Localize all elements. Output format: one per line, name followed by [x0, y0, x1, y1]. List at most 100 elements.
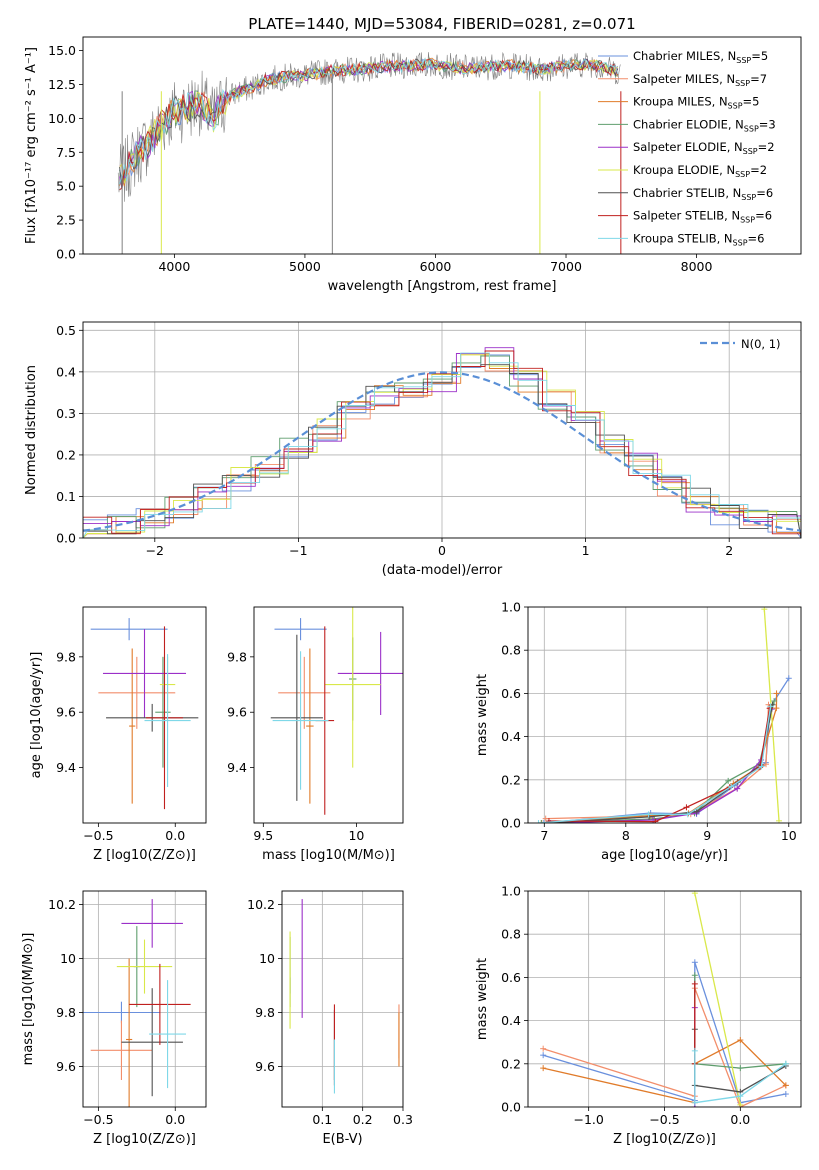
chart-panel-2: −2 −1 0 1 2 0.0 0.1 0.2 0.3 0.4 0.5 (data-model)/er… — [24, 321, 802, 578]
x-tick-label: 7 — [540, 828, 548, 843]
x-tick-label: 1 — [582, 543, 590, 558]
model-spectrum-7 — [119, 58, 619, 191]
plot-area — [117, 51, 622, 254]
x-axis-label: age [log10(age/yr)] — [601, 848, 728, 863]
y-axis-label: age [log10(age/yr)] — [29, 652, 44, 779]
y-tick-label: 10 — [259, 951, 275, 966]
y-tick-label: 0.6 — [501, 686, 521, 701]
mass-weight-line-6 — [548, 704, 774, 823]
y-tick-label: 9.6 — [227, 705, 247, 720]
y-tick-label: 10.2 — [48, 897, 76, 912]
y-tick-label: 0.2 — [56, 447, 76, 462]
legend-label: N(0, 1) — [741, 337, 781, 351]
x-tick-label: 0.1 — [312, 1112, 332, 1127]
chart-panel-8: −1.0 −0.5 0.0 0.0 0.2 0.4 0.6 0.8 1.0 Z [log10(Z/… — [475, 884, 802, 1147]
legend-label: Kroupa ELODIE, NSSP=2 — [633, 163, 767, 179]
mass-weight-line-4 — [550, 708, 773, 823]
axes-frame — [82, 890, 207, 1108]
y-tick-label: 7.5 — [56, 145, 76, 160]
y-tick-label: 9.6 — [255, 1059, 275, 1074]
chart-panel-5: 7 8 9 10 0.0 0.2 0.4 0.6 0.8 1.0 age [log10(age/yr… — [475, 600, 802, 863]
x-tick-label: −1.0 — [573, 1112, 603, 1127]
x-tick-label: 9 — [703, 828, 711, 843]
axes-frame — [527, 606, 802, 824]
legend-label: Kroupa MILES, NSSP=5 — [633, 95, 759, 111]
x-axis-label: mass [log10(M/M⊙)] — [262, 848, 395, 863]
x-tick-label: 8 — [622, 828, 630, 843]
mass-weight-line-0 — [543, 677, 790, 823]
y-tick-label: 10.2 — [247, 897, 275, 912]
plot-area — [83, 891, 206, 1107]
chart-panel-7: 0.1 0.2 0.3 9.6 9.8 10 10.2 E(B-V) — [247, 890, 413, 1147]
y-tick-label: 9.4 — [227, 760, 247, 775]
mass-weight-line-5 — [763, 609, 780, 821]
y-tick-label: 0.5 — [56, 323, 76, 338]
x-tick-label: 10 — [781, 828, 797, 843]
x-tick-label: 10 — [348, 828, 364, 843]
x-axis-label: E(B-V) — [322, 1132, 362, 1147]
x-tick-label: 4000 — [158, 259, 190, 274]
y-tick-label: 0.0 — [56, 531, 76, 546]
axes-frame — [527, 890, 802, 1108]
legend: Chabrier MILES, NSSP=5 Salpeter MILES, NS… — [598, 49, 776, 247]
axes-frame — [82, 36, 802, 255]
x-tick-label: 0.0 — [165, 828, 185, 843]
residual-histogram-8 — [83, 352, 801, 538]
mass-weight-line-7 — [548, 708, 771, 823]
y-tick-label: 10 — [60, 951, 76, 966]
x-tick-label: −0.5 — [83, 1112, 113, 1127]
x-tick-label: 8000 — [681, 259, 713, 274]
legend-label: Kroupa STELIB, NSSP=6 — [633, 231, 764, 247]
y-tick-label: 9.6 — [56, 705, 76, 720]
y-tick-label: 9.8 — [255, 1005, 275, 1020]
plot-area — [270, 607, 403, 815]
y-tick-label: 0.4 — [56, 364, 76, 379]
y-tick-label: 0.6 — [501, 970, 521, 985]
legend-label: Chabrier STELIB, NSSP=6 — [633, 186, 773, 202]
y-axis-label: mass [log10(M/M⊙)] — [21, 933, 36, 1066]
x-tick-label: 0 — [438, 543, 446, 558]
x-axis-label: Z [log10(Z/Z⊙)] — [613, 1132, 716, 1147]
y-tick-label: 0.8 — [501, 927, 521, 942]
axes-frame — [281, 890, 404, 1108]
y-axis-label: mass weight — [475, 674, 490, 756]
y-tick-label: 5.0 — [56, 179, 76, 194]
chart-panel-6: −0.5 0.0 9.6 9.8 10 10.2 Z [log10(Z/Z⊙)] mass [… — [21, 890, 207, 1147]
y-tick-label: 0.4 — [501, 1013, 521, 1028]
chart-panel-1: 4000 5000 6000 7000 8000 0.0 2.5 5.0 7.5 10.0 12.5… — [24, 15, 802, 294]
mass-weight-line-5 — [694, 893, 741, 1105]
y-axis-label: Normed distribution — [24, 365, 39, 495]
y-tick-label: 9.4 — [56, 760, 76, 775]
chart-title: PLATE=1440, MJD=53084, FIBERID=0281, z=0… — [248, 15, 635, 33]
y-tick-label: 0.2 — [501, 772, 521, 787]
axes-frame — [82, 606, 207, 824]
y-tick-label: 9.8 — [56, 649, 76, 664]
y-tick-label: 2.5 — [56, 213, 76, 228]
plot-area — [83, 322, 801, 538]
legend-label: Salpeter STELIB, NSSP=6 — [633, 209, 772, 225]
x-tick-label: 2 — [725, 543, 733, 558]
model-spectrum-5 — [119, 59, 619, 184]
y-axis-label: mass weight — [475, 958, 490, 1040]
residual-histogram-7 — [83, 350, 801, 538]
y-tick-label: 10.0 — [48, 111, 76, 126]
y-tick-label: 0.0 — [501, 816, 521, 831]
legend-label: Salpeter MILES, NSSP=7 — [633, 72, 767, 88]
mass-weight-line-1 — [545, 704, 770, 820]
y-tick-label: 0.0 — [501, 1100, 521, 1115]
x-tick-label: 7000 — [550, 259, 582, 274]
residual-histogram-2 — [83, 353, 801, 538]
model-spectrum-8 — [119, 57, 619, 185]
x-axis-label: wavelength [Angstrom, rest frame] — [328, 279, 557, 294]
x-axis-label: (data-model)/error — [382, 563, 503, 578]
y-axis-label: Flux [fλ10⁻¹⁷ erg cm⁻² s⁻¹ A⁻¹] — [24, 47, 39, 244]
mass-weight-line-8 — [538, 706, 772, 823]
x-tick-label: 5000 — [289, 259, 321, 274]
y-tick-label: 15.0 — [48, 43, 76, 58]
x-tick-label: −0.5 — [83, 828, 113, 843]
x-tick-label: −2 — [146, 543, 164, 558]
x-axis-label: Z [log10(Z/Z⊙)] — [93, 1132, 196, 1147]
plot-area — [282, 891, 403, 1107]
x-tick-label: 9.5 — [253, 828, 273, 843]
y-tick-label: 0.1 — [56, 489, 76, 504]
